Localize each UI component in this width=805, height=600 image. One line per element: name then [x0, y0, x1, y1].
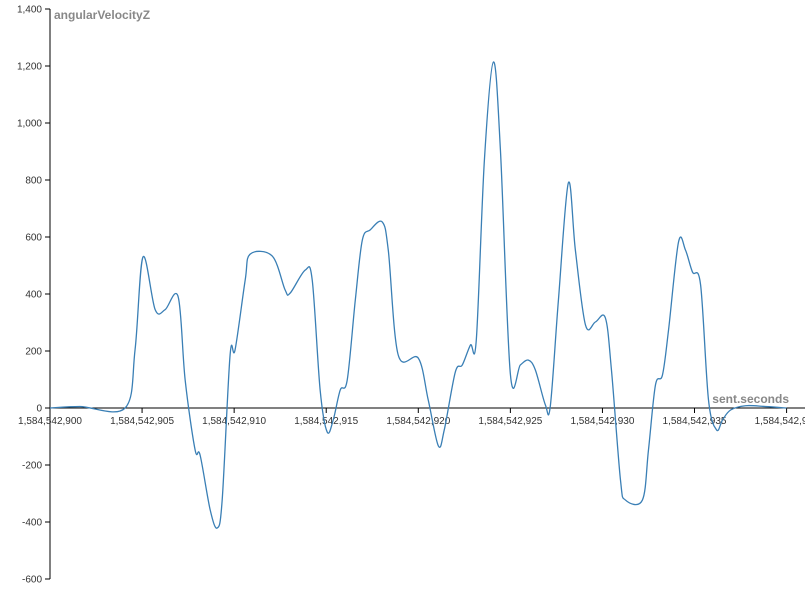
y-tick-label: -600: [22, 575, 42, 586]
x-tick-label: 1,584,542,915: [294, 416, 358, 427]
x-tick-label: 1,584,542,940: [755, 416, 805, 427]
y-tick-label: 400: [25, 290, 42, 301]
x-tick-label: 1,584,542,910: [202, 416, 266, 427]
y-tick-label: 800: [25, 176, 42, 187]
x-tick-label: 1,584,542,900: [18, 416, 82, 427]
y-tick-label: 1,200: [17, 62, 42, 73]
y-tick-label: 1,000: [17, 119, 42, 130]
y-tick-label: -200: [22, 461, 42, 472]
y-tick-label: 1,400: [17, 5, 42, 16]
y-tick-label: 600: [25, 233, 42, 244]
data-line: [49, 61, 787, 529]
y-axis-title: angularVelocityZ: [54, 8, 150, 22]
x-tick-label: 1,584,542,925: [478, 416, 542, 427]
x-axis-title: sent.seconds: [712, 392, 789, 406]
x-tick-label: 1,584,542,935: [663, 416, 727, 427]
x-tick-label: 1,584,542,920: [386, 416, 450, 427]
y-tick-label: 0: [36, 404, 42, 415]
y-tick-label: 200: [25, 347, 42, 358]
x-tick-label: 1,584,542,930: [570, 416, 634, 427]
y-tick-label: -400: [22, 518, 42, 529]
x-tick-label: 1,584,542,905: [110, 416, 174, 427]
